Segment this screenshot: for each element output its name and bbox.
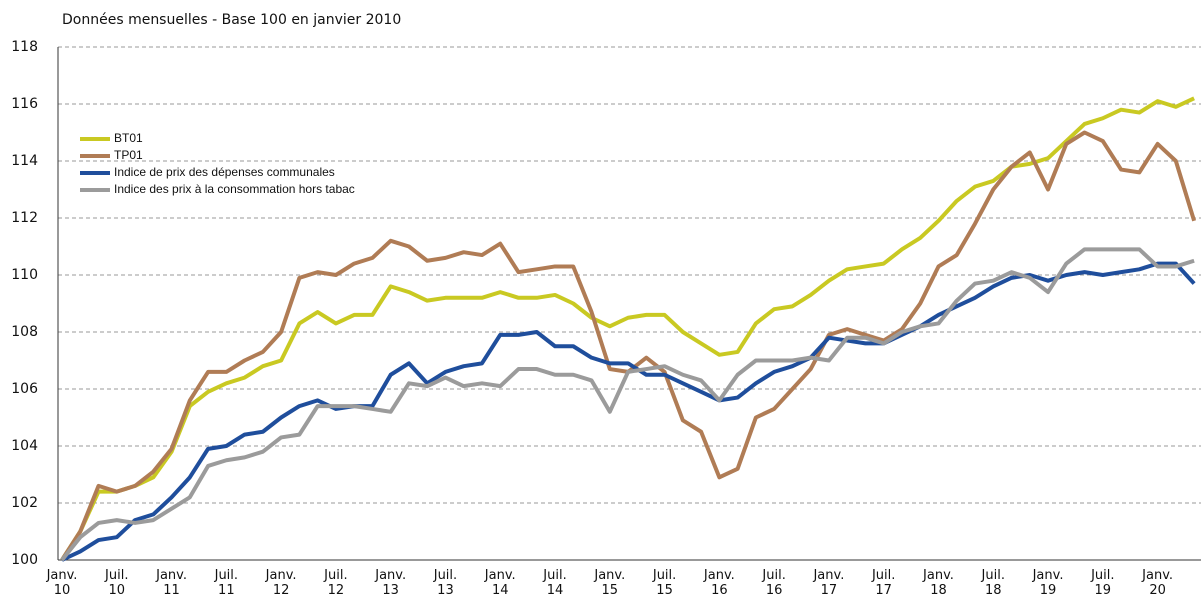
x-tick-label: Janv. 17 (813, 568, 845, 598)
x-tick-label: Janv. 20 (1142, 568, 1174, 598)
y-tick-label: 112 (11, 210, 38, 226)
y-tick-label: 108 (11, 324, 38, 340)
y-tick-label: 110 (11, 267, 38, 283)
x-tick-label: Juil. 11 (214, 568, 239, 598)
x-tick-label: Juil. 13 (433, 568, 458, 598)
x-tick-label: Janv. 16 (703, 568, 735, 598)
x-tick-label: Janv. 15 (594, 568, 626, 598)
x-tick-label: Juil. 15 (652, 568, 677, 598)
x-tick-label: Janv. 14 (484, 568, 516, 598)
x-tick-label: Janv. 19 (1032, 568, 1064, 598)
series-line (61, 261, 1196, 562)
y-tick-label: 102 (11, 495, 38, 511)
x-tick-label: Juil. 18 (981, 568, 1005, 598)
y-tick-label: 114 (11, 153, 38, 169)
x-tick-label: Janv. 10 (46, 568, 78, 598)
y-tick-label: 100 (11, 552, 38, 568)
y-tick-label: 104 (11, 438, 38, 454)
legend-label: TP01 (114, 148, 143, 162)
legend-label: BT01 (114, 131, 143, 145)
x-tick-label: Janv. 18 (923, 568, 954, 598)
x-tick-label: Janv. 11 (156, 568, 187, 598)
x-tick-label: Janv. 13 (375, 568, 407, 598)
x-tick-label: Juil. 19 (1091, 568, 1115, 598)
x-tick-label: Juil. 16 (762, 568, 786, 598)
y-tick-label: 118 (11, 39, 38, 55)
legend-label: Indice des prix à la consommation hors t… (114, 182, 355, 196)
y-tick-label: 116 (11, 96, 38, 112)
x-tick-label: Janv. 12 (265, 568, 297, 598)
x-tick-label: Juil. 12 (324, 568, 348, 598)
series-line (60, 130, 1197, 562)
chart-title: Données mensuelles - Base 100 en janvier… (62, 12, 401, 28)
x-tick-label: Juil. 14 (543, 568, 567, 598)
x-tick-label: Juil. 10 (105, 568, 129, 598)
series-line (60, 247, 1195, 562)
legend-label: Indice de prix des dépenses communales (114, 165, 335, 179)
x-tick-label: Juil. 17 (871, 568, 896, 598)
y-tick-label: 106 (11, 381, 38, 397)
